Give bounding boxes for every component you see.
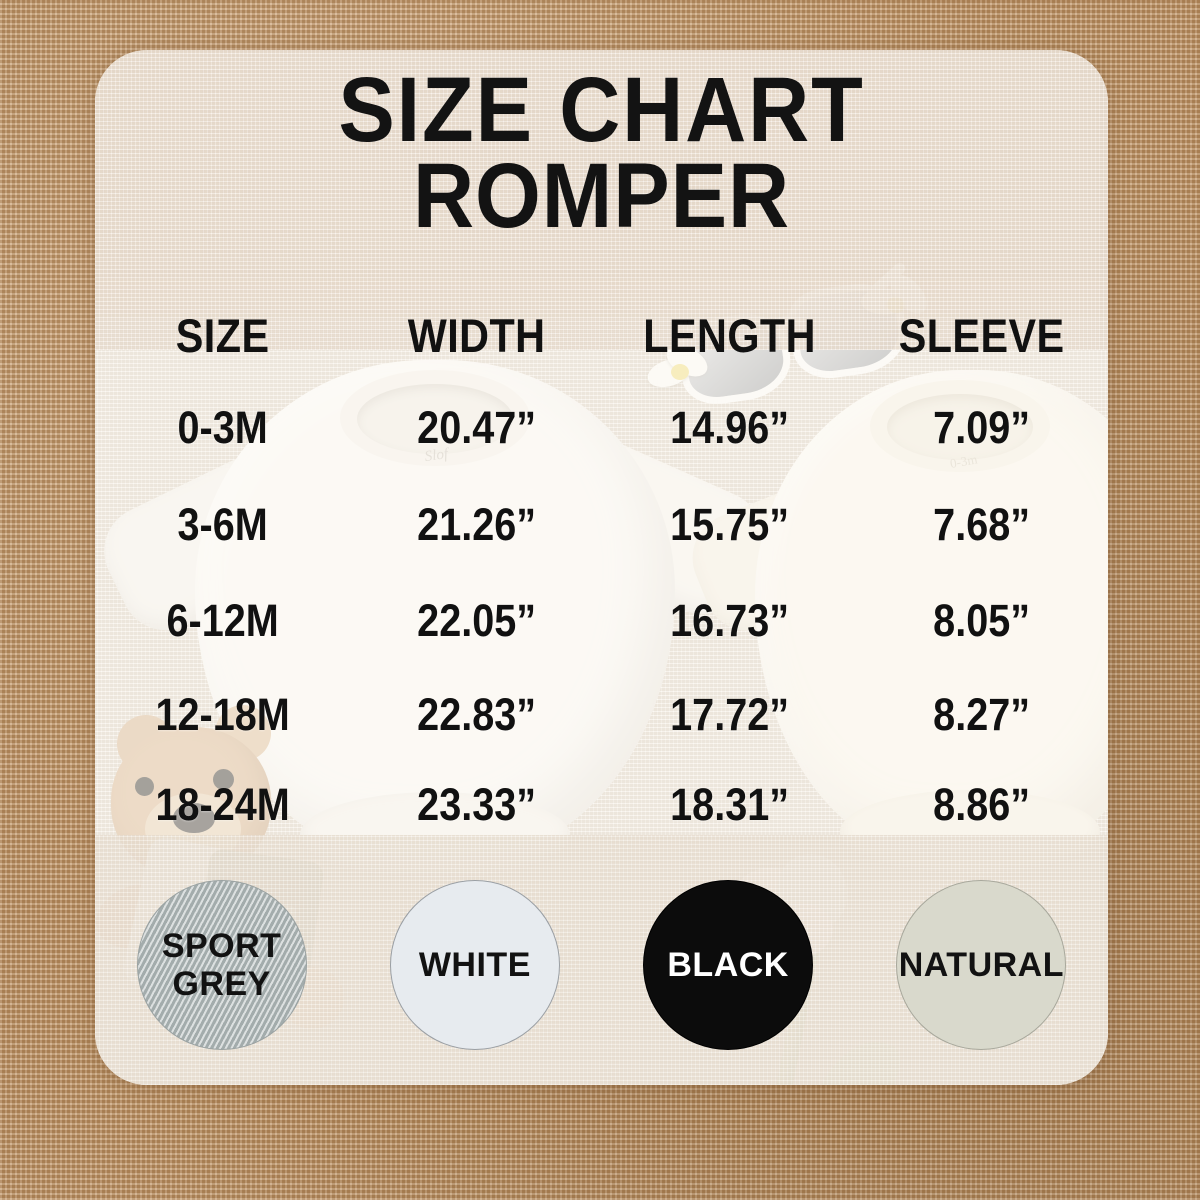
table-header-row: SIZE WIDTH LENGTH SLEEVE — [95, 308, 1108, 363]
color-swatch-row: SPORT GREY WHITE BLACK NATURAL — [95, 880, 1108, 1050]
cell-sleeve: 8.27” — [932, 689, 1030, 740]
color-swatch-natural[interactable]: NATURAL — [896, 880, 1067, 1050]
cell-length: 18.31” — [669, 779, 789, 830]
color-swatch-black[interactable]: BLACK — [643, 880, 814, 1050]
cell-size: 12-18M — [155, 689, 290, 740]
table-row: 0-3M 20.47” 14.96” 7.09” — [95, 402, 1108, 454]
cell-sleeve: 8.86” — [932, 779, 1030, 830]
swatch-label-line2: GREY — [172, 965, 271, 1003]
swatch-label-line1: BLACK — [667, 945, 789, 984]
cell-sleeve: 8.05” — [932, 595, 1030, 646]
cell-size: 0-3M — [177, 402, 268, 453]
swatch-label-line1: NATURAL — [898, 945, 1065, 984]
swatch-label-line1: WHITE — [418, 945, 531, 984]
column-header-sleeve: SLEEVE — [898, 309, 1065, 362]
cell-length: 14.96” — [669, 402, 789, 453]
table-row: 6-12M 22.05” 16.73” 8.05” — [95, 595, 1108, 647]
chart-content: SIZE CHART ROMPER SIZE WIDTH LENGTH SLEE… — [95, 50, 1108, 1085]
cell-width: 23.33” — [417, 779, 537, 830]
table-row: 18-24M 23.33” 18.31” 8.86” — [95, 779, 1108, 831]
cell-width: 20.47” — [417, 402, 537, 453]
cell-size: 18-24M — [155, 779, 290, 830]
color-swatch-white[interactable]: WHITE — [389, 880, 560, 1050]
page-title-line1: SIZE CHART — [338, 59, 865, 161]
cell-size: 6-12M — [166, 595, 279, 646]
swatch-label-line1: SPORT — [161, 926, 282, 965]
cell-length: 15.75” — [669, 499, 789, 550]
cell-width: 21.26” — [417, 499, 537, 550]
table-row: 3-6M 21.26” 15.75” 7.68” — [95, 499, 1108, 551]
cell-length: 16.73” — [669, 595, 789, 646]
column-header-length: LENGTH — [642, 309, 816, 362]
cell-width: 22.83” — [417, 689, 537, 740]
table-row: 12-18M 22.83” 17.72” 8.27” — [95, 689, 1108, 741]
cell-sleeve: 7.68” — [932, 499, 1030, 550]
color-swatch-sport-grey[interactable]: SPORT GREY — [136, 880, 307, 1050]
card-top-wash — [95, 50, 1108, 350]
column-header-width: WIDTH — [408, 309, 546, 362]
column-header-size: SIZE — [175, 309, 270, 362]
page-title: SIZE CHART ROMPER — [136, 64, 1068, 247]
cell-size: 3-6M — [177, 499, 268, 550]
cell-length: 17.72” — [669, 689, 789, 740]
cell-width: 22.05” — [417, 595, 537, 646]
page-title-line2: ROMPER — [412, 144, 791, 247]
cell-sleeve: 7.09” — [932, 402, 1030, 453]
